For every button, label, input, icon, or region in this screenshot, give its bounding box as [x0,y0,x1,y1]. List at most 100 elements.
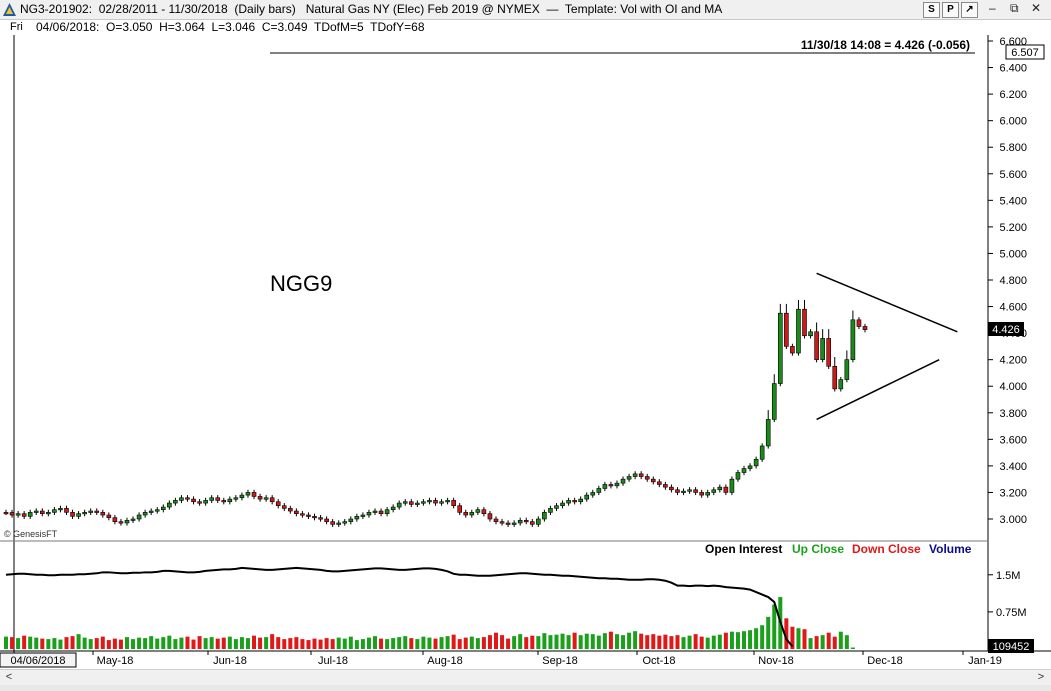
candle-body [136,514,142,520]
candle-body [759,445,765,460]
candle-body [39,510,45,514]
volume-bar [409,638,414,649]
chart-annotation: NGG9 [270,271,332,296]
candle-body [487,513,493,520]
candle-body [675,489,680,493]
candle-body [221,500,227,503]
candle-body [596,488,602,493]
candle-body [354,516,360,520]
cursor-date-box [0,652,77,668]
candle-body [796,308,801,354]
scroll-left-icon[interactable]: < [5,671,13,683]
candle-body [324,518,329,522]
candle-body [445,500,450,503]
candle-body [288,508,293,512]
volume-bar [530,635,535,649]
candle-body [33,510,39,513]
candle-body [421,501,426,504]
candle-body [433,500,438,504]
candle-body [318,517,323,520]
price-tick-label: 5.600 [999,169,1027,181]
candle-body [167,502,172,508]
candle-body [197,501,202,504]
candle-body [9,512,15,516]
candle-body [765,419,771,447]
candle-body [106,514,112,518]
candle-body [94,510,100,513]
candle-body [342,521,348,524]
volume-bar [112,638,117,649]
candle-body [814,331,819,360]
x-tick-label: Sep-18 [542,655,577,667]
candle-body [21,513,27,517]
volume-bar [276,637,281,649]
volume-bar [705,637,710,649]
volume-bar [245,638,250,649]
volume-bar [252,635,257,649]
volume-bar [403,636,408,649]
p-button[interactable]: P [942,2,959,18]
volume-bar [560,633,565,649]
candle-body [741,468,747,473]
volume-bar [366,637,371,649]
volume-bar [46,639,51,649]
candle-body [130,518,136,521]
popout-button[interactable]: ↗ [961,2,978,18]
volume-bar [832,636,837,649]
volume-bar [469,636,474,649]
volume-bar [844,635,849,649]
volume-bar [518,634,523,649]
price-tick-label: 5.200 [999,222,1027,234]
candle-body [384,509,390,514]
volume-bar [772,604,777,649]
app-icon [3,3,16,16]
volume-bar [264,637,269,649]
candle-body [808,331,813,337]
candle-body [281,505,287,509]
candle-body [850,319,856,360]
restore-icon[interactable]: ⧉ [1010,1,1019,15]
price-chart[interactable]: 6.6006.4006.2006.0005.8005.6005.4005.200… [0,35,1051,669]
volume-bar [602,633,607,649]
candle-body [58,508,63,511]
volume-bar [185,636,190,649]
minimize-icon[interactable]: – [989,1,996,15]
volume-bar [379,638,384,649]
candle-body [312,516,317,519]
close-icon[interactable]: ✕ [1031,1,1042,15]
volume-bar [826,632,831,649]
volume-bar [191,639,196,649]
legend-volume: Volume [929,542,972,556]
volume-bar [584,633,589,649]
volume-bar [106,640,111,649]
s-button[interactable]: S [923,2,940,18]
volume-bar [155,638,160,649]
legend-up-close: Up Close [792,542,844,556]
candle-body [142,512,148,516]
volume-bar [397,637,402,649]
volume-bar [10,637,15,649]
candle-body [269,497,275,503]
volume-bar [118,639,123,649]
candle-body [784,312,789,347]
volume-bar [342,638,347,649]
volume-bar [627,632,632,649]
candle-body [154,509,160,512]
volume-bar [82,637,87,649]
candle-body [275,501,281,507]
volume-bar [330,639,335,649]
scroll-right-icon[interactable]: > [1037,671,1045,683]
price-tick-label: 3.600 [999,434,1027,446]
horizontal-scrollbar[interactable]: < > [0,669,1051,685]
candle-body [88,510,93,513]
candle-body [529,521,535,525]
candle-body [463,512,469,516]
volume-bar [28,636,33,649]
candle-body [173,500,178,504]
candle-body [112,517,118,522]
oi-last-marker: 109452 [993,641,1030,653]
price-tick-label: 5.400 [999,195,1027,207]
volume-bar [500,635,505,649]
candle-body [409,501,414,505]
volume-bar [566,635,571,649]
